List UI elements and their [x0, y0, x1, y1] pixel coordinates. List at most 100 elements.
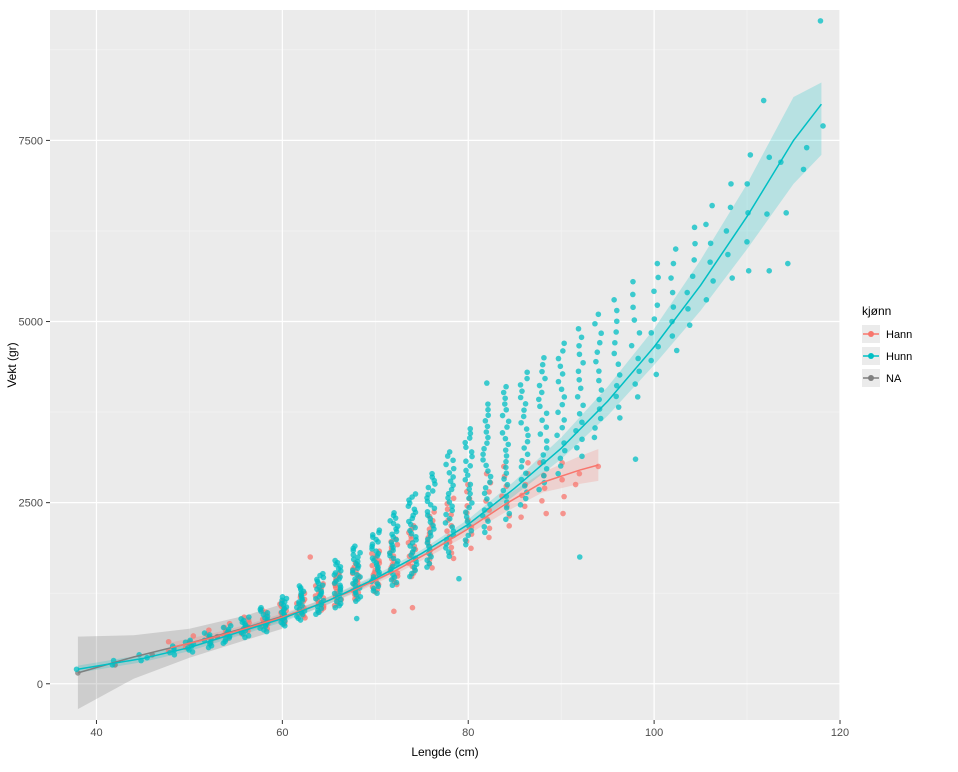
- point-hunn: [746, 268, 752, 274]
- point-hunn: [536, 397, 542, 403]
- point-hunn: [710, 278, 716, 284]
- point-hunn: [633, 456, 639, 462]
- point-hunn: [370, 532, 376, 538]
- point-hann: [577, 471, 583, 477]
- point-hunn: [413, 491, 419, 497]
- legend-title: kjønn: [862, 304, 891, 318]
- point-hunn: [632, 317, 638, 323]
- x-tick-label: 80: [462, 727, 474, 739]
- point-hunn: [246, 614, 252, 620]
- point-hunn: [539, 390, 545, 396]
- point-hunn: [599, 387, 605, 393]
- point-hann: [391, 609, 397, 615]
- point-hunn: [425, 492, 431, 498]
- point-hunn: [542, 376, 548, 382]
- point-hunn: [481, 524, 487, 530]
- point-hunn: [524, 376, 530, 382]
- point-hunn: [357, 550, 363, 556]
- point-hunn: [577, 411, 583, 417]
- point-hunn: [483, 485, 489, 491]
- point-hunn: [577, 351, 583, 357]
- point-hann: [487, 526, 493, 532]
- point-hunn: [447, 449, 453, 455]
- point-hunn: [524, 369, 530, 375]
- point-hunn: [635, 356, 641, 362]
- point-hunn: [265, 610, 271, 616]
- point-hunn: [375, 581, 381, 587]
- point-hunn: [464, 514, 470, 520]
- x-tick-label: 100: [645, 727, 663, 739]
- point-hunn: [450, 474, 456, 480]
- point-hunn: [503, 459, 509, 465]
- point-hunn: [469, 500, 475, 506]
- point-hunn: [504, 505, 510, 511]
- point-hunn: [558, 363, 564, 369]
- point-hunn: [522, 483, 528, 489]
- point-hunn: [748, 152, 754, 158]
- point-hunn: [501, 390, 507, 396]
- point-hunn: [519, 458, 525, 464]
- y-axis-label: Vekt (gr): [5, 342, 19, 387]
- point-hunn: [505, 442, 511, 448]
- point-hunn: [764, 211, 770, 217]
- point-hann: [468, 545, 474, 551]
- point-hunn: [783, 210, 789, 216]
- y-tick-label: 5000: [19, 317, 43, 329]
- point-hunn: [709, 203, 715, 209]
- point-hunn: [518, 382, 524, 388]
- point-hunn: [724, 228, 730, 234]
- point-hunn: [556, 379, 562, 385]
- point-hunn: [536, 487, 542, 493]
- point-hann: [451, 496, 457, 502]
- point-hunn: [483, 463, 489, 469]
- point-hunn: [337, 582, 343, 588]
- point-hann: [542, 485, 548, 491]
- point-hunn: [744, 181, 750, 187]
- chart-svg: 4060801001200250050007500Lengde (cm)Vekt…: [0, 0, 958, 767]
- point-hunn: [332, 558, 338, 564]
- point-hunn: [352, 543, 358, 549]
- point-hunn: [484, 496, 490, 502]
- point-hunn: [651, 288, 657, 294]
- point-hann: [559, 477, 565, 483]
- point-hunn: [578, 385, 584, 391]
- point-hunn: [391, 510, 397, 516]
- point-hunn: [500, 430, 506, 436]
- point-hunn: [503, 447, 509, 453]
- point-hunn: [504, 453, 510, 459]
- point-hunn: [560, 348, 566, 354]
- point-hunn: [280, 594, 286, 600]
- point-hunn: [501, 476, 507, 482]
- point-hunn: [785, 261, 791, 267]
- point-hunn: [332, 591, 338, 597]
- point-hunn: [617, 415, 623, 421]
- point-hunn: [387, 518, 393, 524]
- point-hunn: [467, 426, 473, 432]
- point-hunn: [596, 397, 602, 403]
- point-hunn: [580, 360, 586, 366]
- point-hunn: [469, 449, 475, 455]
- point-hunn: [523, 401, 529, 407]
- point-hunn: [616, 404, 622, 410]
- point-hunn: [554, 433, 560, 439]
- x-axis-label: Lengde (cm): [411, 745, 478, 759]
- point-hunn: [559, 386, 565, 392]
- point-hann: [445, 506, 451, 512]
- point-hunn: [541, 355, 547, 361]
- point-hunn: [559, 425, 565, 431]
- point-hunn: [561, 417, 567, 423]
- point-hunn: [521, 445, 527, 451]
- point-hunn: [525, 433, 531, 439]
- point-hunn: [558, 463, 564, 469]
- point-hunn: [394, 580, 400, 586]
- legend-label: NA: [886, 373, 902, 385]
- point-hunn: [443, 462, 449, 468]
- point-hunn: [577, 554, 583, 560]
- point-hunn: [503, 465, 509, 471]
- point-hunn: [630, 279, 636, 285]
- point-hunn: [467, 463, 473, 469]
- point-hunn: [562, 448, 568, 454]
- point-hunn: [484, 440, 490, 446]
- point-hunn: [630, 292, 636, 298]
- point-hunn: [728, 205, 734, 211]
